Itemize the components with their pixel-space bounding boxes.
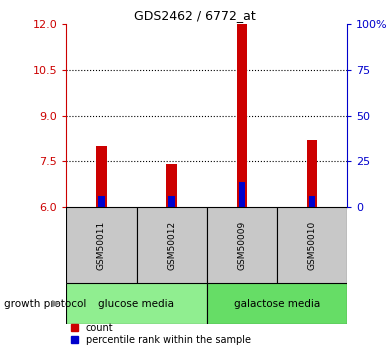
Bar xyxy=(66,207,136,283)
Bar xyxy=(277,207,347,283)
Text: galactose media: galactose media xyxy=(234,299,320,308)
Bar xyxy=(136,207,207,283)
Text: glucose media: glucose media xyxy=(99,299,174,308)
Text: GDS2462 / 6772_at: GDS2462 / 6772_at xyxy=(134,9,256,22)
Bar xyxy=(66,283,207,324)
Bar xyxy=(168,196,175,208)
Bar xyxy=(207,207,277,283)
Bar xyxy=(167,164,177,207)
Bar xyxy=(236,24,247,207)
Bar xyxy=(309,196,315,208)
Bar xyxy=(96,146,107,207)
Text: growth protocol: growth protocol xyxy=(4,299,86,308)
Bar xyxy=(98,196,105,208)
Text: GSM50012: GSM50012 xyxy=(167,220,176,269)
Legend: count, percentile rank within the sample: count, percentile rank within the sample xyxy=(71,323,251,345)
Text: GSM50010: GSM50010 xyxy=(307,220,317,269)
Bar xyxy=(239,182,245,208)
Bar xyxy=(307,140,317,207)
Text: GSM50009: GSM50009 xyxy=(237,220,246,269)
Bar xyxy=(207,283,347,324)
Text: GSM50011: GSM50011 xyxy=(97,220,106,269)
